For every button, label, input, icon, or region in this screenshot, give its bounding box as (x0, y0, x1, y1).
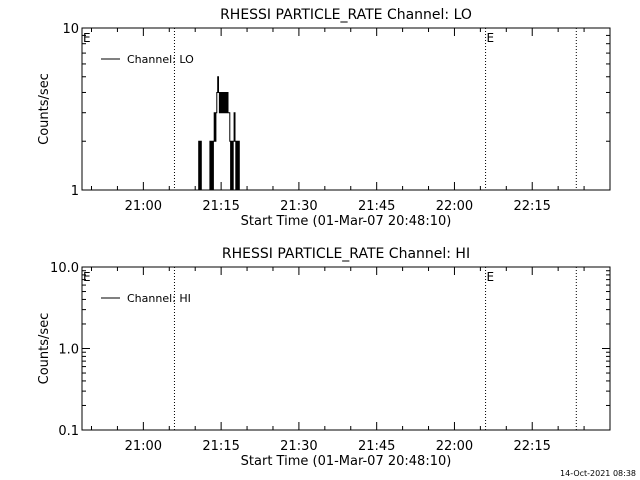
x-tick-label: 21:15 (202, 199, 239, 214)
x-tick-label: 21:00 (125, 199, 162, 214)
y-axis-label: Counts/sec (37, 73, 52, 145)
legend-entry: Channel: LO (127, 53, 194, 66)
series-line (197, 76, 241, 191)
hi-channel-panel: RHESSI PARTICLE_RATE Channel: HI Start Ti… (37, 246, 611, 469)
x-tick-label: 22:00 (436, 439, 473, 454)
x-axis-label: Start Time (01-Mar-07 20:48:10) (241, 214, 452, 229)
y-tick-label: 10.0 (50, 261, 79, 276)
edge-label: E (487, 31, 495, 45)
x-tick-label: 21:45 (358, 439, 395, 454)
plot-frame (81, 27, 611, 191)
legend-entry: Channel: HI (127, 292, 191, 305)
chart-title: RHESSI PARTICLE_RATE Channel: HI (222, 246, 470, 262)
lo-channel-panel: RHESSI PARTICLE_RATE Channel: LO Start Ti… (37, 7, 611, 229)
x-tick-label: 22:15 (513, 199, 550, 214)
y-tick-label: 1 (71, 184, 79, 199)
x-tick-label: 22:00 (436, 199, 473, 214)
x-axis-label: Start Time (01-Mar-07 20:48:10) (241, 454, 452, 469)
y-tick-label: 0.1 (58, 424, 79, 439)
y-tick-label: 1.0 (58, 343, 79, 358)
x-tick-label: 21:15 (202, 439, 239, 454)
x-tick-label: 21:45 (358, 199, 395, 214)
x-tick-label: 21:30 (280, 439, 317, 454)
edge-label: E (487, 270, 495, 284)
y-axis-label: Counts/sec (37, 313, 52, 385)
edge-label: E (83, 31, 91, 45)
x-tick-label: 21:30 (280, 199, 317, 214)
chart-title: RHESSI PARTICLE_RATE Channel: LO (220, 7, 472, 23)
x-tick-label: 21:00 (125, 439, 162, 454)
x-tick-label: 22:15 (513, 439, 550, 454)
footer-timestamp: 14-Oct-2021 08:38 (560, 469, 636, 478)
y-tick-label: 10 (62, 22, 79, 37)
edge-label: E (83, 270, 91, 284)
